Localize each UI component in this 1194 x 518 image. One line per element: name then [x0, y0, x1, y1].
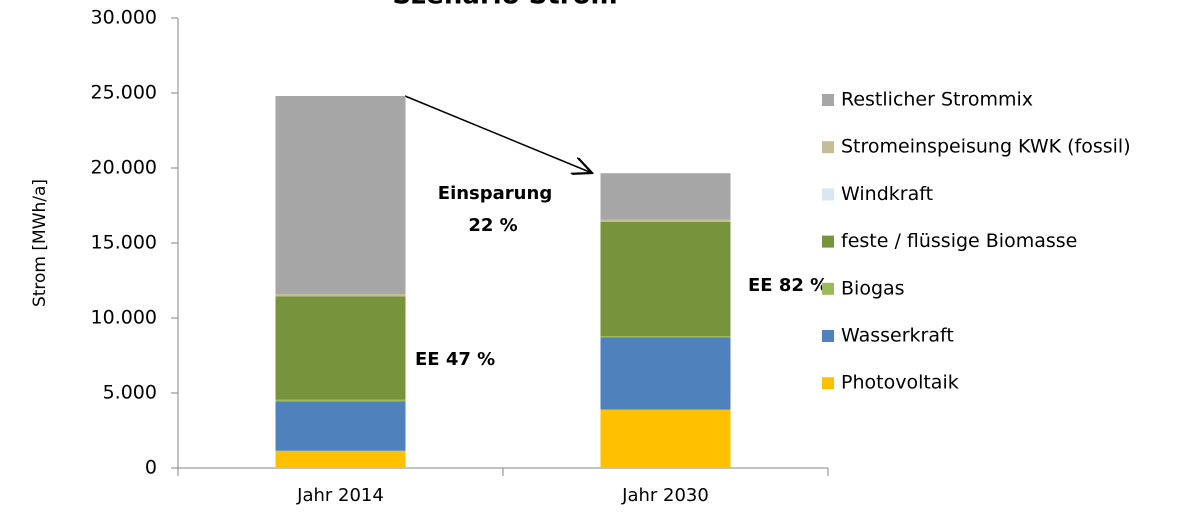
y-tick-label: 5.000	[103, 382, 157, 404]
y-tick-label: 15.000	[91, 232, 157, 254]
y-tick-label: 10.000	[91, 307, 157, 329]
bar-segment	[600, 336, 731, 338]
annotation: 22 %	[468, 215, 517, 236]
legend-swatch	[822, 282, 834, 295]
y-tick-label: 0	[145, 457, 157, 479]
legend-label: feste / flüssige Biomasse	[841, 230, 1077, 252]
bar-segment	[600, 222, 731, 336]
legend-label: Wasserkraft	[841, 325, 954, 347]
bar-segment	[275, 294, 406, 297]
legend-swatch	[822, 330, 834, 342]
x-tick-label: Jahr 2014	[296, 485, 384, 506]
annotation: EE 82 %	[748, 275, 828, 296]
chart-title: Szenario Strom	[392, 0, 617, 11]
legend-swatch	[822, 188, 834, 201]
bar-segment	[600, 219, 731, 222]
legend-swatch	[822, 141, 834, 154]
bar-segment	[275, 401, 406, 451]
legend-label: Biogas	[841, 277, 905, 299]
legend-swatch	[822, 235, 834, 248]
bar-segment	[275, 96, 406, 294]
legend-label: Stromeinspeisung KWK (fossil)	[841, 136, 1131, 158]
x-tick-label: Jahr 2030	[621, 485, 709, 506]
legend-label: Windkraft	[841, 183, 933, 205]
legend-swatch	[822, 377, 834, 390]
legend-label: Restlicher Strommix	[841, 89, 1033, 111]
annotation: Einsparung	[438, 183, 552, 204]
y-tick-label: 20.000	[91, 157, 157, 179]
bar-segment	[600, 337, 731, 410]
legend-swatch	[822, 94, 834, 106]
bar-segment	[275, 450, 406, 468]
bar-segment	[275, 399, 406, 402]
annotation: EE 47 %	[415, 349, 495, 370]
y-tick-label: 25.000	[91, 82, 157, 104]
bar-segment	[600, 173, 731, 220]
arrow	[404, 95, 592, 173]
legend-label: Photovoltaik	[841, 372, 959, 394]
y-tick-label: 30.000	[91, 7, 157, 29]
bar-segment	[275, 296, 406, 400]
y-axis-label: Strom [MWh/a]	[30, 179, 50, 307]
bar-segment	[600, 409, 731, 468]
